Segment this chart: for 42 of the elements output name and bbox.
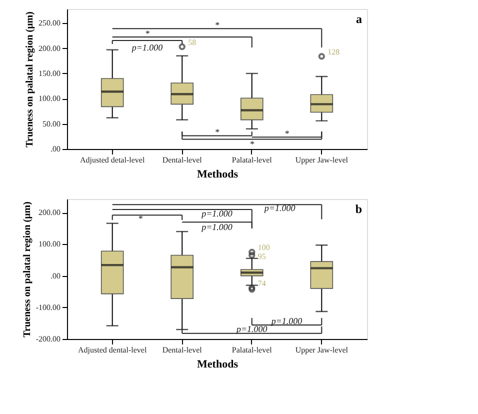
annotation: *	[138, 213, 144, 224]
chart-title: b	[355, 202, 362, 216]
y-tick-label: 200.00	[38, 44, 60, 53]
annotation: p=1.000	[130, 42, 164, 52]
y-tick-label: -200.00	[36, 334, 60, 344]
x-axis-title: Methods	[197, 358, 239, 370]
annotation: p=1.000	[200, 222, 233, 232]
y-tick-label: .00	[50, 271, 60, 280]
y-tick-label: 250.00	[38, 18, 60, 28]
x-tick-label: Dental-level	[162, 156, 203, 164]
annotation: 74	[258, 278, 266, 288]
x-tick-label: Dental-level	[162, 346, 203, 354]
annotation: *	[214, 127, 220, 138]
x-tick-label: Palatal-level	[232, 346, 273, 354]
x-tick-label: Palatal-level	[232, 156, 273, 164]
y-tick-label: 100.00	[38, 94, 60, 104]
x-tick-label: Upper Jaw-level	[295, 156, 349, 164]
chart-title: a	[356, 12, 362, 26]
y-tick-label: -100.00	[36, 302, 60, 312]
y-tick-label: 100.00	[38, 240, 60, 249]
annotation: 95	[258, 252, 266, 262]
y-axis-title: Trueness on palatal region (μm)	[24, 12, 36, 148]
annotation: *	[214, 20, 220, 30]
x-tick-label: Adjusted detal-level	[80, 156, 146, 164]
y-tick-label: 150.00	[38, 68, 60, 78]
x-tick-label: Upper Jaw-level	[295, 346, 349, 354]
annotation: *	[250, 139, 255, 150]
annotation: p=1.000	[235, 324, 268, 334]
annotation: p=1.000	[270, 316, 303, 326]
y-tick-label: .00	[50, 144, 60, 154]
annotation: 58	[188, 38, 196, 47]
x-tick-label: Adjusted dental-level	[78, 346, 148, 354]
y-tick-label: 200.00	[38, 208, 60, 218]
annotation: p=1.000	[263, 203, 296, 214]
y-axis-title: Trueness on palatal region (μm)	[22, 202, 33, 338]
annotation: 100	[258, 243, 270, 252]
annotation: *	[144, 28, 150, 38]
annotation: 128	[328, 47, 340, 56]
annotation: p=1.000	[200, 208, 233, 219]
x-axis-title: Methods	[197, 168, 239, 180]
annotation: *	[284, 128, 290, 139]
y-tick-label: 50.00	[42, 119, 60, 128]
